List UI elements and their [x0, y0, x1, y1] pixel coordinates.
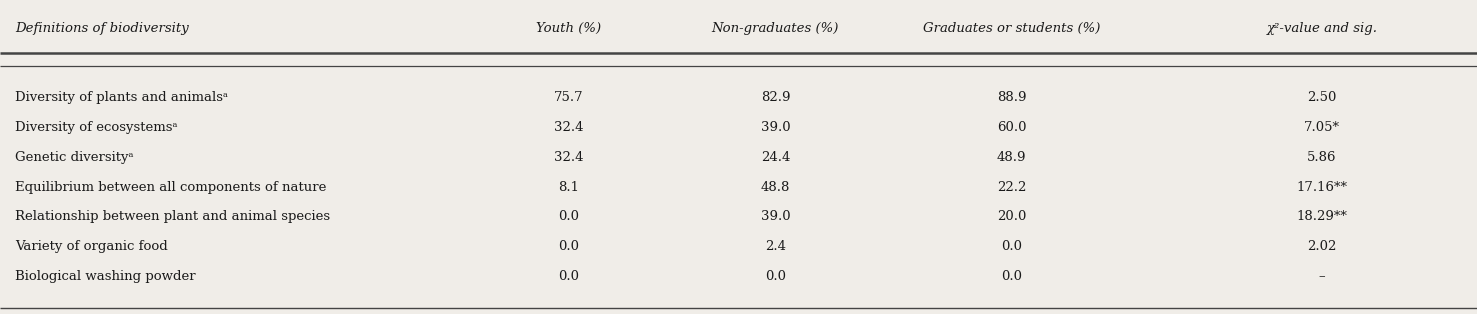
Text: 8.1: 8.1 — [558, 181, 579, 193]
Text: 48.8: 48.8 — [761, 181, 790, 193]
Text: 60.0: 60.0 — [997, 121, 1027, 134]
Text: 82.9: 82.9 — [761, 91, 790, 104]
Text: 20.0: 20.0 — [997, 210, 1027, 223]
Text: 88.9: 88.9 — [997, 91, 1027, 104]
Text: 2.02: 2.02 — [1307, 240, 1337, 253]
Text: Equilibrium between all components of nature: Equilibrium between all components of na… — [15, 181, 326, 193]
Text: 32.4: 32.4 — [554, 151, 583, 164]
Text: –: – — [1319, 270, 1325, 283]
Text: 17.16**: 17.16** — [1297, 181, 1347, 193]
Text: 7.05*: 7.05* — [1304, 121, 1340, 134]
Text: Graduates or students (%): Graduates or students (%) — [923, 22, 1100, 35]
Text: 2.50: 2.50 — [1307, 91, 1337, 104]
Text: 0.0: 0.0 — [1001, 270, 1022, 283]
Text: 0.0: 0.0 — [558, 240, 579, 253]
Text: 32.4: 32.4 — [554, 121, 583, 134]
Text: χ²-value and sig.: χ²-value and sig. — [1266, 22, 1378, 35]
Text: 0.0: 0.0 — [765, 270, 786, 283]
Text: 22.2: 22.2 — [997, 181, 1027, 193]
Text: Non-graduates (%): Non-graduates (%) — [712, 22, 839, 35]
Text: 0.0: 0.0 — [558, 210, 579, 223]
Text: Relationship between plant and animal species: Relationship between plant and animal sp… — [15, 210, 329, 223]
Text: 75.7: 75.7 — [554, 91, 583, 104]
Text: 2.4: 2.4 — [765, 240, 786, 253]
Text: Definitions of biodiversity: Definitions of biodiversity — [15, 22, 189, 35]
Text: 39.0: 39.0 — [761, 210, 790, 223]
Text: Biological washing powder: Biological washing powder — [15, 270, 195, 283]
Text: 5.86: 5.86 — [1307, 151, 1337, 164]
Text: 0.0: 0.0 — [1001, 240, 1022, 253]
Text: Youth (%): Youth (%) — [536, 22, 601, 35]
Text: Diversity of ecosystemsᵃ: Diversity of ecosystemsᵃ — [15, 121, 177, 134]
Text: 48.9: 48.9 — [997, 151, 1027, 164]
Text: Variety of organic food: Variety of organic food — [15, 240, 167, 253]
Text: 18.29**: 18.29** — [1297, 210, 1347, 223]
Text: Genetic diversityᵃ: Genetic diversityᵃ — [15, 151, 133, 164]
Text: 0.0: 0.0 — [558, 270, 579, 283]
Text: 39.0: 39.0 — [761, 121, 790, 134]
Text: 24.4: 24.4 — [761, 151, 790, 164]
Text: Diversity of plants and animalsᵃ: Diversity of plants and animalsᵃ — [15, 91, 227, 104]
